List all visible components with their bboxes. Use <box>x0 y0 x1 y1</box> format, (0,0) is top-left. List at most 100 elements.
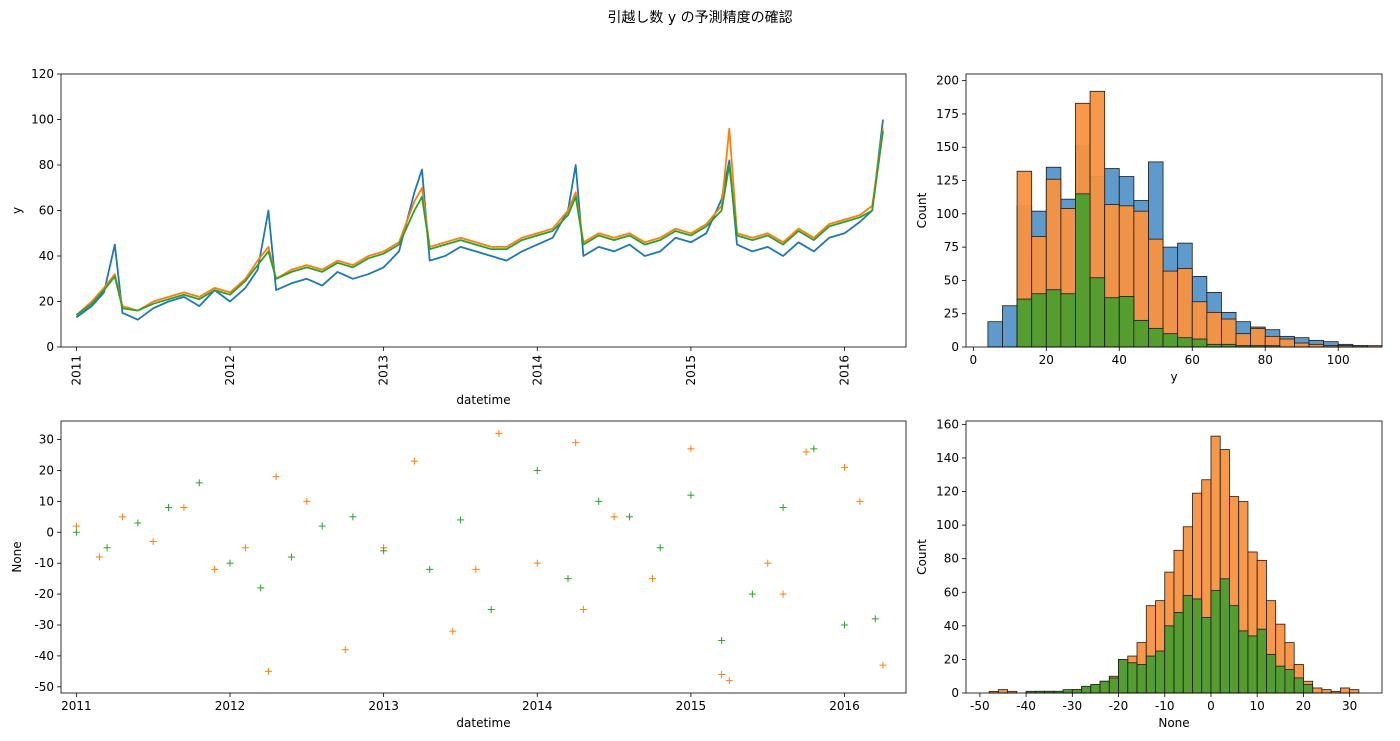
series-line-blue <box>75 119 884 321</box>
x-tick-label: -40 <box>1016 699 1036 713</box>
scatter-point-orange <box>718 670 726 678</box>
scatter-point-orange <box>725 677 733 685</box>
scatter-point-orange <box>211 565 219 573</box>
y-axis-label: Count <box>915 192 929 228</box>
scatter-point-green <box>226 559 234 567</box>
y-tick-label: 25 <box>944 307 959 321</box>
figure-suptitle: 引越し数 y の予測精度の確認 <box>607 10 792 26</box>
scatter-point-green <box>810 445 818 453</box>
scatter-point-orange <box>533 559 541 567</box>
hist-bar-hist_orange <box>1294 342 1310 348</box>
hist-bar-hist_green <box>1075 193 1091 348</box>
hist-bar-hist_orange <box>1250 327 1266 348</box>
hist-bar-hist_green <box>1104 297 1120 348</box>
y-tick-label: 100 <box>936 518 959 532</box>
y-tick-label: 0 <box>46 525 54 539</box>
hist-bar-hist_green <box>1266 653 1277 694</box>
y-axis-label: Count <box>915 539 929 575</box>
scatter-point-green <box>426 565 434 573</box>
scatter-point-orange <box>118 513 126 521</box>
scatter-point-green <box>195 479 203 487</box>
y-tick-label: 30 <box>39 433 54 447</box>
y-tick-label: 20 <box>39 463 54 477</box>
x-tick-label: -50 <box>970 699 990 713</box>
x-axis-label: datetime <box>456 393 510 407</box>
axes-frame <box>965 420 1383 694</box>
x-tick-label: 2013 <box>377 355 391 386</box>
y-tick-label: 140 <box>936 451 959 465</box>
scatter-point-orange <box>856 497 864 505</box>
hist-bar-hist_green <box>1192 598 1203 694</box>
x-tick-label: 20 <box>1296 699 1311 713</box>
y-tick-label: 125 <box>936 174 959 188</box>
scatter-point-orange <box>72 522 80 530</box>
y-tick-label: -30 <box>34 618 54 632</box>
x-tick-label: 10 <box>1250 699 1265 713</box>
scatter-point-orange <box>449 627 457 635</box>
scatter-point-orange <box>264 667 272 675</box>
series-line-orange <box>75 127 884 316</box>
x-tick-label: 2016 <box>838 355 852 386</box>
y-tick-label: 60 <box>944 585 959 599</box>
hist-bar-hist_green <box>1173 612 1184 694</box>
hist-bar-hist_green <box>1229 605 1240 694</box>
scatter-point-orange <box>303 497 311 505</box>
hist-bar-hist_orange <box>997 689 1008 694</box>
scatter-point-green <box>103 544 111 552</box>
hist-bar-hist_green <box>1127 662 1138 694</box>
x-tick-label: 2012 <box>215 699 246 713</box>
y-axis-label: None <box>10 541 24 572</box>
hist-bar-hist_green <box>1191 338 1208 348</box>
y-tick-label: 100 <box>936 207 959 221</box>
y-tick-label: 60 <box>39 204 54 218</box>
scatter-point-green <box>779 504 787 512</box>
hist-bar-hist_green <box>1089 277 1106 348</box>
scatter-point-orange <box>149 538 157 546</box>
hist-bar-hist_green <box>1148 327 1164 348</box>
y-tick-label: 0 <box>46 340 54 354</box>
scatter-point-orange <box>180 504 188 512</box>
hist-bar-hist_green <box>1201 617 1212 694</box>
scatter-point-orange <box>241 544 249 552</box>
x-tick-label: 40 <box>1112 353 1127 367</box>
hist-bar-hist_green <box>1118 659 1129 694</box>
scatter-point-orange <box>610 513 618 521</box>
y-tick-label: 20 <box>944 652 959 666</box>
hist-bar-hist_green <box>1090 684 1101 694</box>
axes-frame <box>60 73 907 348</box>
y-tick-label: 80 <box>39 158 54 172</box>
scatter-point-green <box>134 519 142 527</box>
x-axis-label: None <box>1158 716 1189 730</box>
hist-bar-hist_orange <box>1235 333 1252 348</box>
y-tick-label: 40 <box>39 249 54 263</box>
hist-bar-hist_blue <box>987 321 1003 348</box>
x-tick-label: -20 <box>1109 699 1129 713</box>
hist-bar-hist_green <box>1155 650 1166 694</box>
hist-bar-hist_green <box>1210 590 1221 694</box>
hist-bar-hist_green <box>1182 595 1193 694</box>
x-tick-label: 80 <box>1258 353 1273 367</box>
hist-bar-hist_green <box>1136 664 1147 694</box>
scatter-point-green <box>871 615 879 623</box>
timeseries-y-axes: 2011 2012 2013 2014 2015 2016 0 20 40 60 80 100 120 d… <box>10 67 907 407</box>
scatter-point-green <box>533 466 541 474</box>
scatter-point-orange <box>687 445 695 453</box>
x-axis-label: datetime <box>456 716 510 730</box>
scatter-point-orange <box>802 448 810 456</box>
hist-bar-hist_orange <box>1340 687 1351 694</box>
hist-bar-hist_green <box>1238 630 1249 694</box>
hist-bar-hist_orange <box>1206 311 1222 348</box>
y-tick-label: 75 <box>944 240 959 254</box>
x-tick-label: 100 <box>1327 353 1350 367</box>
x-tick-label: 2014 <box>530 355 544 386</box>
hist-bar-hist_orange <box>1321 689 1332 694</box>
y-axis-label: y <box>10 207 24 214</box>
hist-y-axes: 0 20 40 60 80 100 0 25 50 75 100 125 150 175 200 y Count <box>915 73 1383 384</box>
hist-bar-hist_green <box>1031 293 1047 348</box>
hist-bar-hist_green <box>1133 319 1149 348</box>
y-tick-label: -40 <box>34 649 54 663</box>
scatter-point-orange <box>95 553 103 561</box>
hist-bar-hist_green <box>1303 684 1314 694</box>
scatter-point-green <box>318 522 326 530</box>
